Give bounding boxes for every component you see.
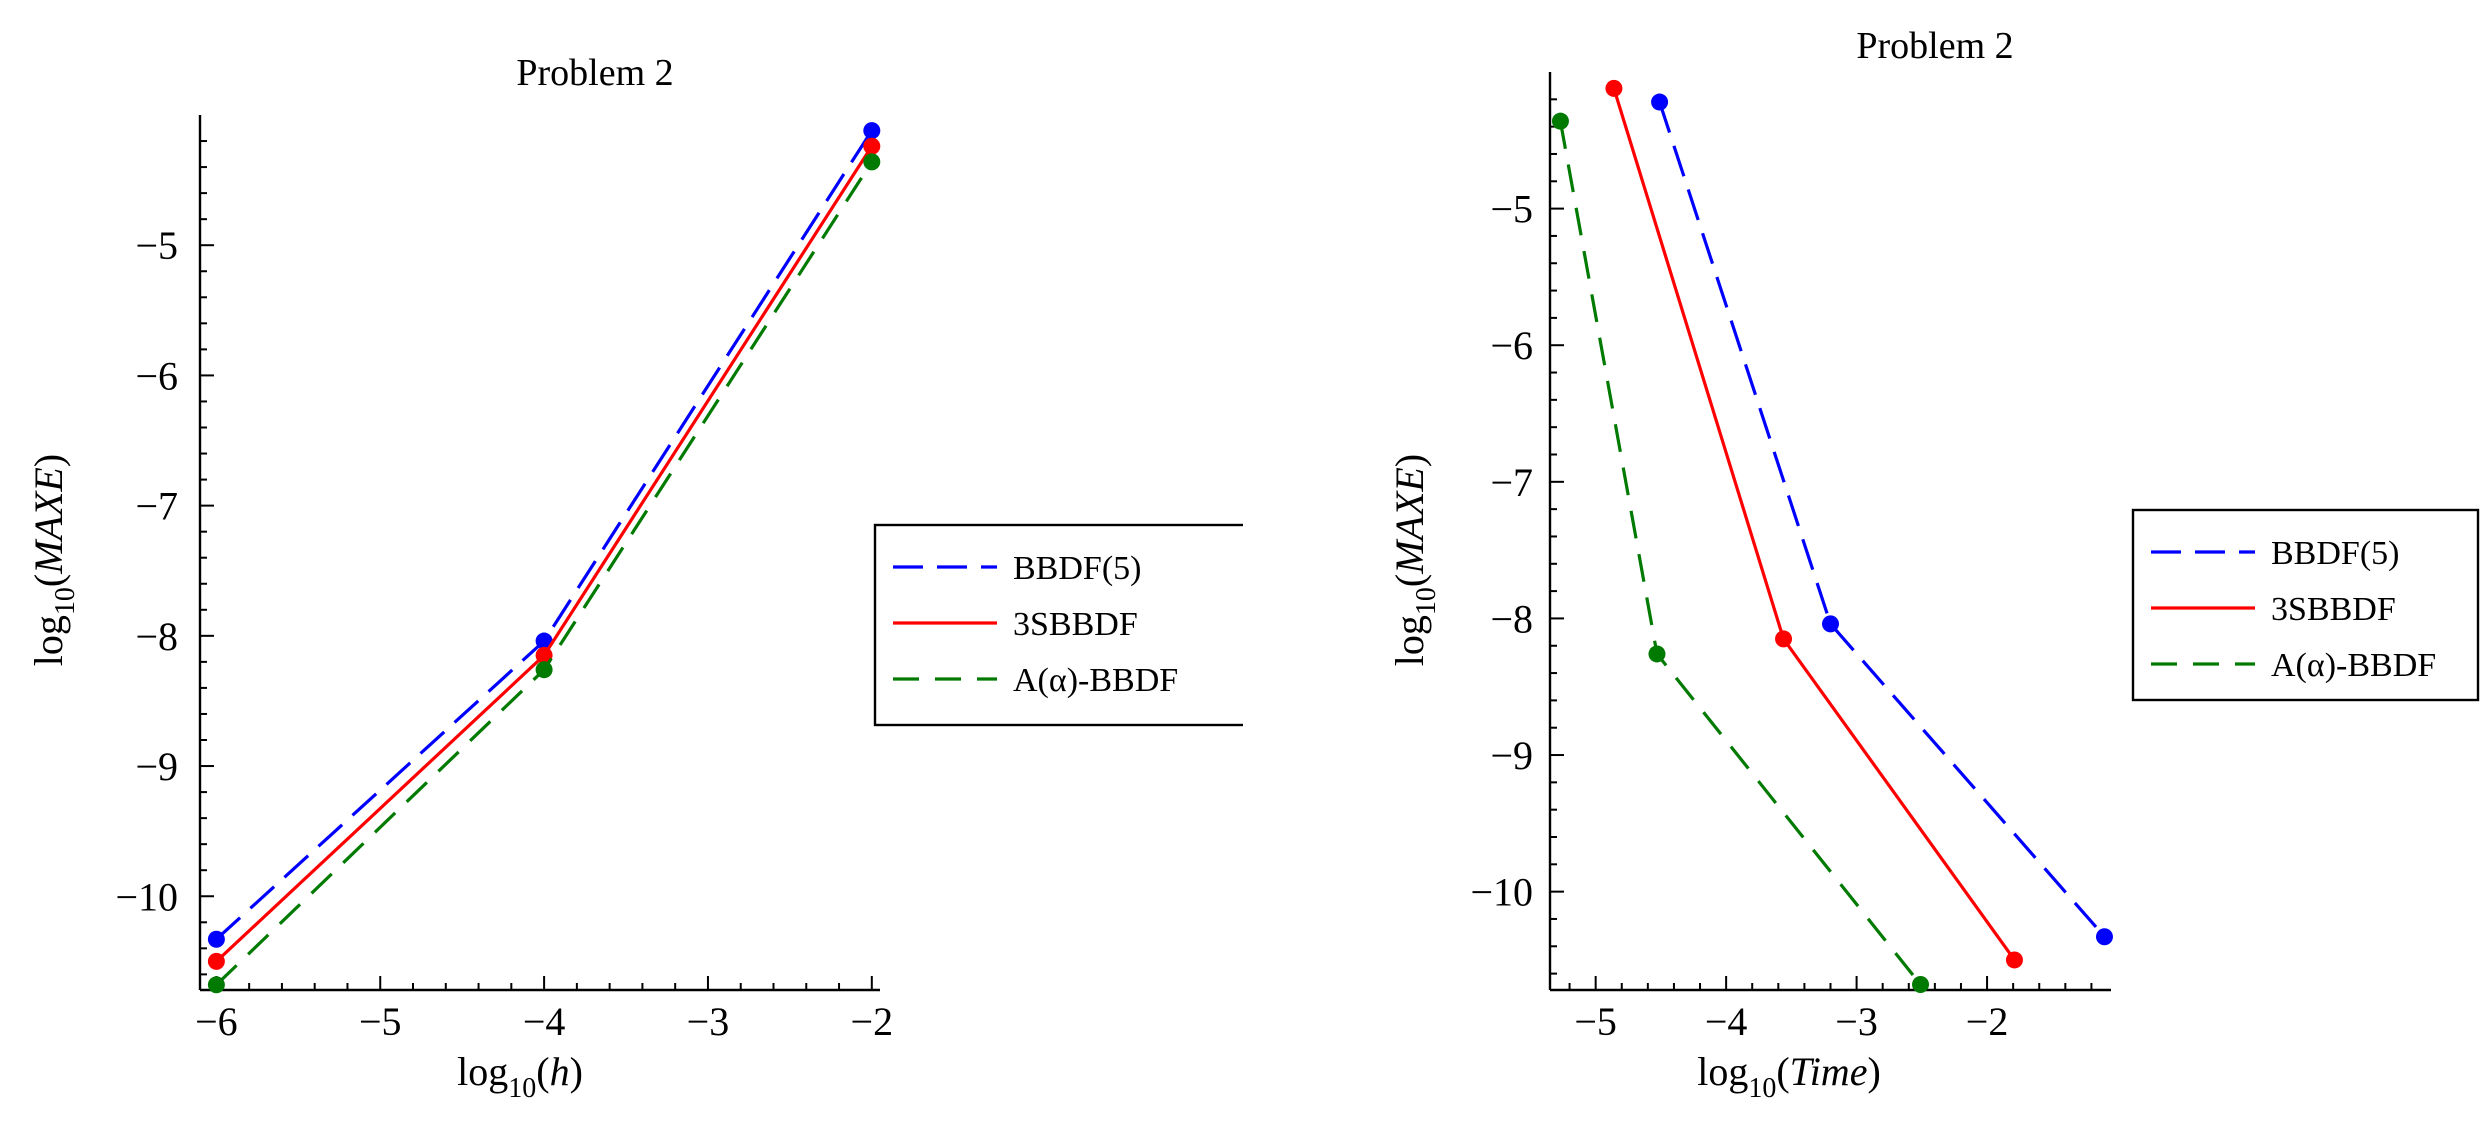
series-line-2 xyxy=(215,161,874,986)
y-tick-label: −5 xyxy=(135,223,178,268)
y-tick-label: −10 xyxy=(115,874,178,919)
data-point xyxy=(1912,976,1930,994)
legend: BBDF(5) 3SBBDF A(α)-BBDF xyxy=(873,523,1243,727)
y-tick-label: −10 xyxy=(1470,870,1533,915)
data-point xyxy=(207,976,225,994)
data-point xyxy=(207,930,225,948)
data-point xyxy=(2095,928,2113,946)
x-tick-label: −4 xyxy=(1705,999,1748,1044)
data-point xyxy=(535,632,553,650)
axes: −5 −4 −3 −2 −10 −9 −8 −7 −6 −5 xyxy=(1470,72,2111,1044)
data-point xyxy=(1648,645,1666,663)
series-group xyxy=(207,122,881,994)
series-line-0 xyxy=(1658,101,2106,938)
legend-label: 3SBBDF xyxy=(1013,606,1138,643)
x-tick-label: −5 xyxy=(1574,999,1617,1044)
data-point xyxy=(1551,112,1569,130)
data-point xyxy=(1651,93,1669,111)
axes: −6 −5 −4 −3 −2 −10 −9 −8 −7 −6 −5 xyxy=(115,115,893,1044)
chart-title: Problem 2 xyxy=(516,52,673,94)
y-axis-label: log10(MAXE) xyxy=(1387,454,1442,666)
data-point xyxy=(863,137,881,155)
y-tick-label: −7 xyxy=(135,484,178,529)
data-point xyxy=(1822,615,1839,633)
y-axis-label: log10(MAXE) xyxy=(26,454,81,666)
x-tick-label: −2 xyxy=(851,999,894,1044)
y-tick-label: −5 xyxy=(1490,187,1533,232)
legend: BBDF(5) 3SBBDF A(α)-BBDF xyxy=(2131,508,2480,702)
legend-label: A(α)-BBDF xyxy=(2271,647,2436,684)
y-tick-label: −9 xyxy=(135,744,178,789)
data-point xyxy=(207,952,225,970)
legend-box xyxy=(873,523,1243,727)
x-tick-label: −5 xyxy=(359,999,402,1044)
x-tick-label: −2 xyxy=(1966,999,2009,1044)
legend-label: BBDF(5) xyxy=(1013,550,1141,587)
series-line-1 xyxy=(1612,87,2016,961)
legend-box xyxy=(2131,508,2480,702)
data-point xyxy=(1775,630,1793,648)
y-tick-label: −8 xyxy=(1490,596,1533,641)
legend-label: A(α)-BBDF xyxy=(1013,662,1178,699)
series-group xyxy=(1551,79,2113,994)
chart-title: Problem 2 xyxy=(1856,25,2013,67)
data-point xyxy=(863,122,881,140)
y-tick-label: −9 xyxy=(1490,733,1533,778)
y-tick-label: −6 xyxy=(135,353,178,398)
series-line-0 xyxy=(215,129,874,941)
series-line-2 xyxy=(1558,120,1922,986)
x-tick-label: −3 xyxy=(1835,999,1878,1044)
data-point xyxy=(2005,951,2023,969)
x-tick-label: −6 xyxy=(195,999,238,1044)
data-point xyxy=(1605,79,1623,97)
data-point xyxy=(863,153,881,171)
y-tick-label: −7 xyxy=(1490,460,1533,505)
legend-label: BBDF(5) xyxy=(2271,535,2399,572)
x-axis-label: log10(Time) xyxy=(1697,1049,1881,1104)
data-point xyxy=(535,646,553,664)
left-chart: Problem 2 −6 −5 −4 −3 −2 −10 −9 −8 −7 −6 −5 log10(… xyxy=(26,52,1243,1104)
x-axis-label: log10(h) xyxy=(457,1049,583,1104)
legend-label: 3SBBDF xyxy=(2271,591,2396,628)
x-tick-label: −4 xyxy=(523,999,566,1044)
x-tick-label: −3 xyxy=(687,999,730,1044)
data-point xyxy=(535,661,553,679)
y-tick-label: −6 xyxy=(1490,323,1533,368)
y-tick-label: −8 xyxy=(135,614,178,659)
series-line-1 xyxy=(215,145,874,963)
right-chart: Problem 2 −5 −4 −3 −2 −10 −9 −8 −7 −6 −5 log10(Ti… xyxy=(1387,25,2480,1104)
